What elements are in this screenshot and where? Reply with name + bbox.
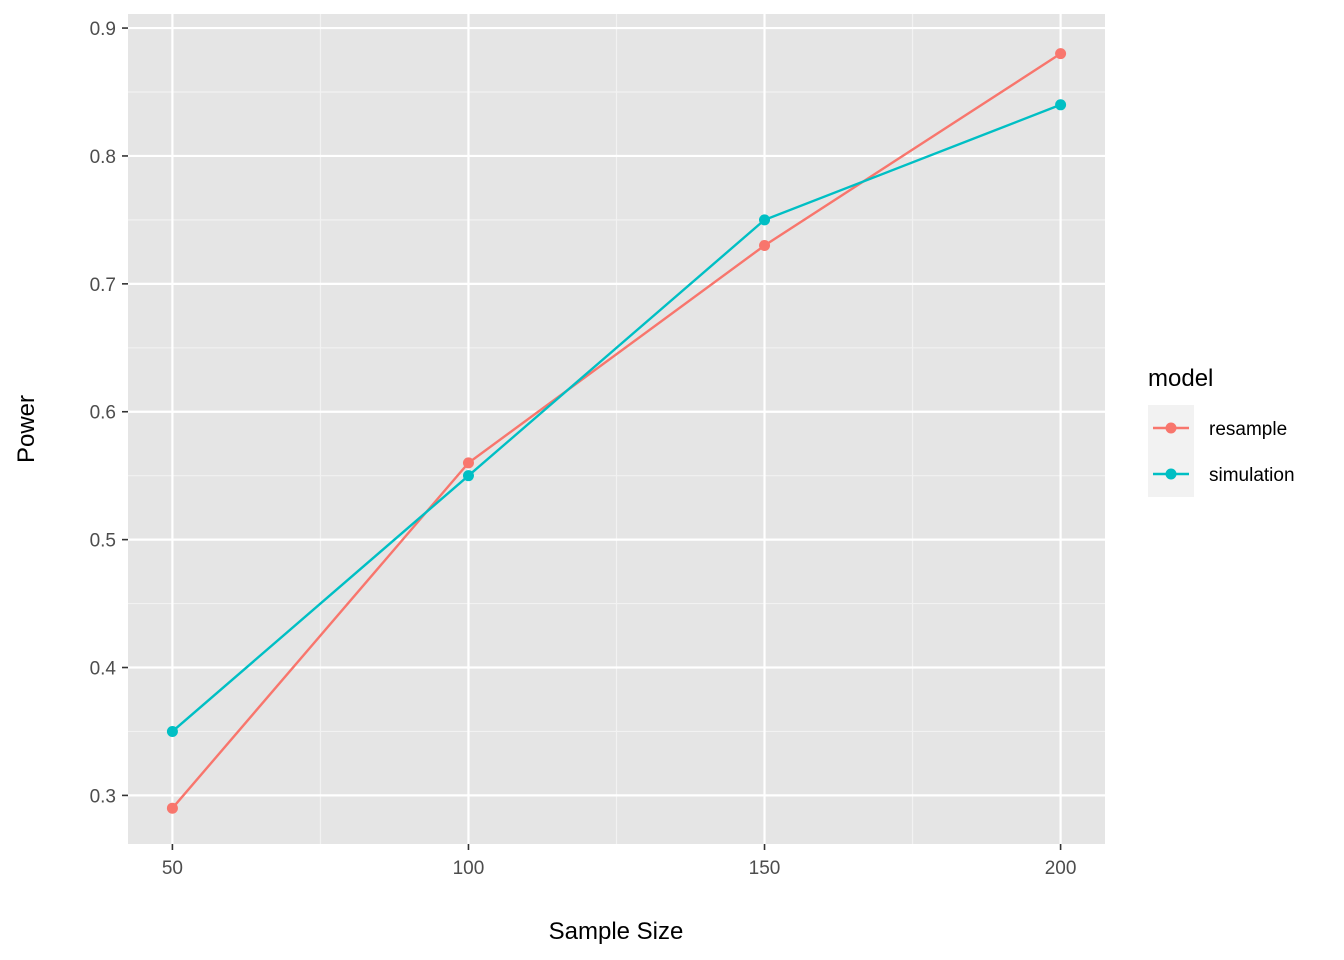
data-point-simulation [462, 470, 474, 482]
legend-item-resample: resample [1148, 405, 1287, 451]
y-tick-label: 0.8 [90, 147, 116, 168]
legend-label: simulation [1209, 465, 1295, 486]
series-line-simulation [171, 103, 1062, 733]
data-point-resample [1055, 48, 1067, 60]
legend-title: model [1148, 365, 1213, 392]
legend-label: resample [1209, 419, 1287, 440]
series-layer [166, 48, 1067, 814]
legend-item-simulation: simulation [1148, 451, 1295, 497]
grid-minor [128, 14, 1105, 844]
data-point-resample [166, 802, 178, 814]
data-point-simulation [166, 725, 178, 737]
legend-key-point [1165, 468, 1177, 480]
x-tick-label: 100 [453, 858, 485, 879]
y-tick-label: 0.7 [90, 275, 116, 296]
y-axis-title: Power [13, 395, 40, 463]
legend: model resample simulation [1148, 365, 1295, 497]
data-point-resample [462, 457, 474, 469]
legend-items: resample simulation [1148, 405, 1295, 497]
x-axis-title: Sample Size [549, 918, 684, 945]
x-tick-label: 200 [1045, 858, 1077, 879]
data-point-simulation [759, 214, 771, 226]
y-tick-label: 0.3 [90, 786, 116, 807]
data-point-resample [759, 239, 771, 251]
x-tick-label: 50 [162, 858, 183, 879]
x-tick-label: 150 [749, 858, 781, 879]
y-tick-label: 0.4 [90, 659, 117, 680]
legend-key-point [1165, 422, 1177, 434]
y-axis: 0.3 0.4 0.5 0.6 0.7 0.8 0.9 [90, 19, 128, 807]
y-tick-label: 0.6 [90, 403, 116, 424]
x-axis: 50 100 150 200 [162, 844, 1077, 879]
y-tick-label: 0.9 [90, 19, 116, 40]
y-tick-label: 0.5 [90, 531, 116, 552]
grid-major [128, 14, 1105, 844]
series-line-resample [171, 52, 1062, 809]
data-point-simulation [1055, 99, 1067, 111]
